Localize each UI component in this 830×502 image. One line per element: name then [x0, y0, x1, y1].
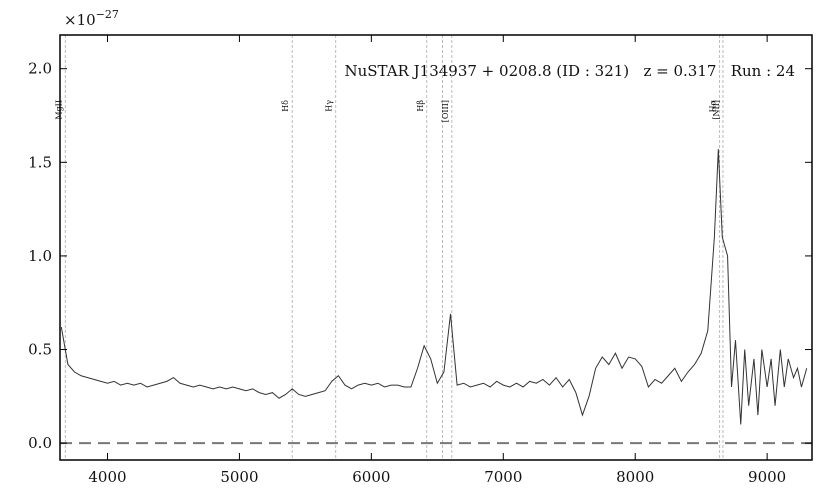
plot-frame — [59, 34, 813, 461]
emission-line-label: Hα — [709, 99, 718, 112]
emission-line-label: [OIII] — [441, 100, 450, 122]
x-tick-label: 5000 — [220, 468, 258, 486]
x-tick-label: 4000 — [88, 468, 126, 486]
y-tick-label: 1.5 — [28, 153, 52, 171]
y-tick-label: 1.0 — [28, 247, 52, 265]
y-tick-label: 0.5 — [28, 341, 52, 359]
x-tick-label: 6000 — [352, 468, 390, 486]
multiplier-base: ×10 — [64, 11, 96, 29]
spectrum — [60, 149, 808, 425]
emission-line-label: [NII] — [712, 100, 721, 120]
x-tick-label: 8000 — [616, 468, 654, 486]
chart-title: NuSTAR J134937 + 0208.8 (ID : 321) z = 0… — [345, 62, 796, 80]
y-multiplier: ×10−27 — [64, 8, 119, 29]
emission-line-label: Hβ — [416, 100, 425, 112]
x-tick-label: 7000 — [484, 468, 522, 486]
emission-line-label: MgII — [54, 100, 63, 120]
y-tick-label: 0.0 — [28, 434, 52, 452]
multiplier-exponent: −27 — [96, 8, 119, 21]
y-tick-label: 2.0 — [28, 60, 52, 78]
emission-line-label: Hγ — [325, 100, 334, 112]
emission-line-label: Hδ — [281, 100, 290, 112]
x-tick-label: 9000 — [748, 468, 786, 486]
